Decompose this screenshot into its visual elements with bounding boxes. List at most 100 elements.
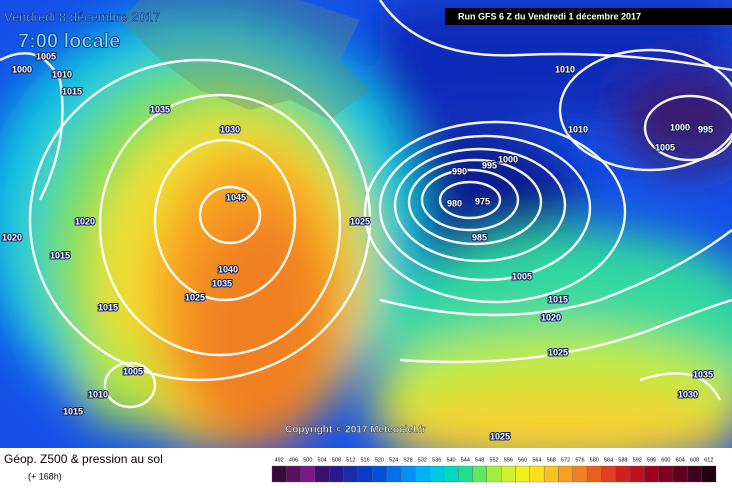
colorbar-label: 568 bbox=[547, 457, 556, 463]
colorbar-swatch bbox=[687, 465, 702, 483]
isobar-label: 990 bbox=[452, 166, 467, 176]
colorbar-label: 580 bbox=[590, 457, 599, 463]
colorbar-swatch bbox=[486, 465, 502, 483]
colorbar-swatch bbox=[286, 465, 301, 483]
colorbar-swatch bbox=[515, 465, 530, 483]
time: 7:00 locale bbox=[18, 30, 120, 52]
isobar-label: 1000 bbox=[498, 154, 518, 164]
isobar-label: 1015 bbox=[50, 250, 70, 260]
date: Vendredi 8 décembre 2017 bbox=[4, 9, 160, 24]
isobar-label: 1000 bbox=[12, 64, 32, 74]
isobar-label: 1020 bbox=[541, 312, 561, 322]
isobar-label: 1030 bbox=[678, 389, 698, 399]
isobar-label: 1035 bbox=[693, 369, 713, 379]
colorbar-label: 596 bbox=[647, 457, 656, 463]
isobar-label: 1040 bbox=[218, 264, 238, 274]
colorbar-swatch bbox=[529, 465, 545, 483]
isobar-label: 995 bbox=[698, 124, 713, 134]
colorbar-swatch bbox=[615, 465, 631, 483]
colorbar-label: 500 bbox=[303, 457, 312, 463]
footer-title: Géop. Z500 & pression au sol bbox=[4, 452, 163, 466]
isobar-label: 1005 bbox=[655, 142, 675, 152]
isobar-label: 1005 bbox=[123, 366, 143, 376]
colorbar-label: 572 bbox=[561, 457, 570, 463]
colorbar-label: 600 bbox=[661, 457, 670, 463]
isobar-label: 1025 bbox=[490, 431, 510, 441]
colorbar-label: 536 bbox=[432, 457, 441, 463]
colorbar-swatch bbox=[271, 465, 287, 483]
lead-time: (+ 168h) bbox=[28, 471, 62, 481]
isobar-label: 1045 bbox=[226, 192, 246, 202]
colorbar-label: 544 bbox=[461, 457, 470, 463]
colorbar-swatch bbox=[472, 465, 487, 483]
isobar-label: 1015 bbox=[98, 302, 118, 312]
isobar-label: 1035 bbox=[212, 278, 232, 288]
colorbar-swatch bbox=[386, 465, 402, 483]
isobar-label: 1020 bbox=[2, 232, 22, 242]
colorbar-label: 608 bbox=[690, 457, 699, 463]
isobar-label: 995 bbox=[482, 160, 497, 170]
colorbar-label: 588 bbox=[618, 457, 627, 463]
isobar-label: 985 bbox=[472, 232, 487, 242]
isobar-label: 1035 bbox=[150, 104, 170, 114]
copyright: Copyright © 2017 Meteociel.fr bbox=[285, 425, 426, 436]
isobar-label: 1010 bbox=[555, 64, 575, 74]
colorbar-swatch bbox=[429, 465, 445, 483]
colorbar-label: 592 bbox=[633, 457, 642, 463]
colorbar-swatch bbox=[572, 465, 588, 483]
colorbar-swatch bbox=[400, 465, 416, 483]
isobar-label: 1005 bbox=[512, 271, 532, 281]
colorbar-label: 496 bbox=[289, 457, 298, 463]
colorbar-swatch bbox=[601, 465, 616, 483]
field bbox=[0, 0, 732, 448]
colorbar-swatch bbox=[357, 465, 373, 483]
colorbar-label: 520 bbox=[375, 457, 384, 463]
colorbar-swatch bbox=[458, 465, 473, 483]
colorbar-swatch bbox=[300, 465, 316, 483]
isobar-label: 980 bbox=[447, 198, 462, 208]
isobar-label: 1010 bbox=[52, 69, 72, 79]
colorbar-label: 612 bbox=[704, 457, 713, 463]
colorbar-label: 576 bbox=[575, 457, 584, 463]
isobar-label: 1015 bbox=[548, 294, 568, 304]
colorbar-label: 532 bbox=[418, 457, 427, 463]
colorbar-swatch bbox=[314, 465, 330, 483]
colorbar-swatch bbox=[543, 465, 559, 483]
isobar-label: 1025 bbox=[350, 216, 370, 226]
colorbar-label: 524 bbox=[389, 457, 398, 463]
isobar-label: 1025 bbox=[548, 347, 568, 357]
isobar-label: 1025 bbox=[185, 292, 205, 302]
isobar-label: 975 bbox=[475, 196, 490, 206]
colorbar-label: 504 bbox=[318, 457, 327, 463]
run-info: Run GFS 6 Z du Vendredi 1 décembre 2017 bbox=[458, 11, 641, 21]
isobar-labels: 1005 1000 1010 1015 1035 1030 1020 1020 1015 1045… bbox=[1, 50, 714, 442]
colorbar-swatch bbox=[329, 465, 344, 483]
isobar-label: 1030 bbox=[220, 124, 240, 134]
isobar-label: 1010 bbox=[568, 124, 588, 134]
colorbar-label: 560 bbox=[518, 457, 527, 463]
colorbar-swatch bbox=[629, 465, 645, 483]
isobar-label: 1005 bbox=[36, 51, 56, 61]
colorbar-swatch bbox=[701, 465, 717, 483]
isobar-label: 1015 bbox=[63, 406, 83, 416]
colorbar-label: 556 bbox=[504, 457, 513, 463]
colorbar-swatch bbox=[658, 465, 674, 483]
colorbar: 492 496 500 504 508 512 516 520 524 528 532 536 540 5… bbox=[271, 457, 717, 483]
isobar-label: 1010 bbox=[88, 389, 108, 399]
colorbar-swatch bbox=[672, 465, 688, 483]
colorbar-label: 512 bbox=[346, 457, 355, 463]
colorbar-swatch bbox=[372, 465, 387, 483]
colorbar-label: 584 bbox=[604, 457, 613, 463]
colorbar-swatch bbox=[501, 465, 516, 483]
colorbar-label: 604 bbox=[676, 457, 685, 463]
colorbar-label: 540 bbox=[446, 457, 455, 463]
colorbar-label: 548 bbox=[475, 457, 484, 463]
colorbar-label: 528 bbox=[403, 457, 412, 463]
colorbar-label: 552 bbox=[489, 457, 498, 463]
isobar-label: 1020 bbox=[75, 216, 95, 226]
colorbar-swatch bbox=[644, 465, 659, 483]
colorbar-swatch bbox=[586, 465, 602, 483]
colorbar-label: 564 bbox=[532, 457, 541, 463]
